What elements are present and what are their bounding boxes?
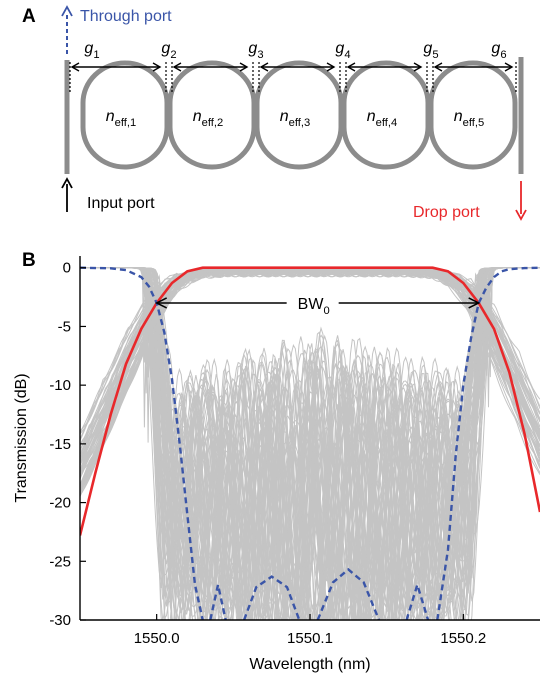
ring-2 [167, 60, 257, 170]
through-port-response-segment [242, 575, 301, 620]
gap-3-label: g3 [248, 40, 263, 61]
ring-5-index-label-subscript: eff,5 [463, 117, 485, 129]
y-tick-label: -20 [49, 495, 71, 512]
through-port-response-segment [405, 580, 430, 620]
gap-5-label-subscript: 5 [432, 49, 438, 61]
ring-1-index-label-subscript: eff,1 [115, 117, 137, 129]
y-tick-label: -25 [49, 553, 71, 570]
gap-6-label-base: g [491, 40, 500, 57]
ring-3-index-label-subscript: eff,3 [289, 117, 311, 129]
through-port-label: Through port [80, 8, 172, 25]
y-tick-label: -5 [58, 318, 71, 335]
gap-2-label-base: g [161, 40, 170, 57]
gap-span-arrow-1-left-head [70, 62, 80, 72]
main-series [80, 266, 540, 620]
bw0-label: BW0 [298, 296, 330, 317]
ring-5 [428, 60, 518, 170]
through-port-response-segment [436, 266, 540, 620]
gap-3-label-base: g [248, 40, 257, 57]
y-tick-label: -15 [49, 436, 71, 453]
drop-port-label: Drop port [413, 204, 480, 221]
panel-b-label: B [22, 250, 36, 271]
ring-resonators: neff,1 neff,2 neff,3 neff,4 neff,5 [80, 60, 518, 170]
ring-3 [254, 60, 344, 170]
ring-4-index-label: neff,4 [367, 108, 397, 129]
input-port-arrowhead [61, 177, 73, 189]
y-axis-label: Transmission (dB) [13, 373, 30, 502]
gap-span-arrow-4-right-head [413, 62, 423, 72]
coupling-gaps: g1 g2 g3 g4 g5 g6 [69, 40, 517, 92]
bw0-left-arrowhead [154, 297, 168, 309]
through-variation-curve [80, 267, 540, 620]
gap-5-label: g5 [423, 40, 438, 61]
ring-4 [341, 60, 431, 170]
ring-4-index-label-base: n [367, 108, 376, 125]
through-variation-curve [80, 267, 540, 620]
bw0-annotation: BW0 [154, 296, 481, 317]
panel-a: A Through port neff,1 neff,2 neff,3 neff,4 n… [22, 5, 527, 221]
through-variation-curve [80, 267, 540, 620]
ring-5-index-label-base: n [454, 108, 463, 125]
ring-1 [80, 60, 170, 170]
through-port-response-segment [80, 266, 204, 620]
gap-5-label-base: g [423, 40, 432, 57]
input-port-label: Input port [87, 195, 155, 212]
bw0-right-arrowhead [468, 297, 481, 309]
ring-2-index-label-subscript: eff,2 [202, 117, 224, 129]
x-tick-label: 1550.2 [440, 630, 486, 647]
x-tick-label: 1550.0 [134, 630, 180, 647]
gap-1-label-base: g [84, 40, 93, 57]
drop-port-arrowhead [515, 209, 527, 221]
gap-4-label: g4 [335, 40, 350, 61]
ring-2-index-label-base: n [193, 108, 202, 125]
gap-span-arrow-1-right-head [152, 62, 162, 72]
y-tick-label: 0 [63, 260, 71, 277]
gap-span-arrow-2-left-head [172, 62, 182, 72]
ring-3-index-label-base: n [280, 108, 289, 125]
gap-3-label-subscript: 3 [257, 49, 263, 61]
x-ticks: 1550.0 1550.1 1550.2 [134, 614, 486, 647]
bw0-label-subscript: 0 [323, 305, 329, 317]
y-tick-label: -30 [49, 612, 71, 629]
ring-1-index-label-base: n [106, 108, 115, 125]
panel-b: B 0-5-10-15-20-25-30 1550.0 1550.1 1550.2 … [13, 250, 540, 673]
gap-span-arrow-4-left-head [346, 62, 356, 72]
y-ticks: 0 -5 -10 -15 -20 -25 -30 [49, 260, 86, 629]
gap-span-arrow-5-right-head [504, 62, 514, 72]
gap-span-arrow-3-left-head [259, 62, 269, 72]
gap-4-label-subscript: 4 [344, 49, 350, 61]
ring-2-index-label: neff,2 [193, 108, 223, 129]
ring-4-index-label-subscript: eff,4 [376, 117, 398, 129]
x-axis-label: Wavelength (nm) [249, 656, 370, 673]
panel-a-label: A [22, 6, 36, 27]
gap-1-label: g1 [84, 40, 99, 61]
bw0-label-base: BW [298, 296, 325, 313]
gap-2-label-subscript: 2 [170, 49, 176, 61]
gap-span-arrow-3-right-head [326, 62, 336, 72]
gap-6-label-subscript: 6 [500, 49, 506, 61]
gap-span-arrow-2-right-head [239, 62, 249, 72]
gap-2-label: g2 [161, 40, 176, 61]
y-tick-label: -10 [49, 377, 71, 394]
x-tick-label: 1550.1 [287, 630, 333, 647]
gap-4-label-base: g [335, 40, 344, 57]
ring-5-index-label: neff,5 [454, 108, 484, 129]
through-port-response-segment [316, 567, 381, 620]
through-variation-curve [80, 267, 540, 620]
through-port-response-segment [209, 584, 227, 620]
through-variation-curve [80, 267, 540, 612]
gap-6-label: g6 [491, 40, 506, 61]
variation-curves [80, 266, 540, 620]
through-port-arrowhead [61, 5, 73, 17]
gap-1-label-subscript: 1 [93, 49, 99, 61]
ring-1-index-label: neff,1 [106, 108, 136, 129]
ring-3-index-label: neff,3 [280, 108, 310, 129]
drop-port-response-line [80, 266, 540, 536]
through-variation-curve [80, 267, 540, 620]
gap-span-arrow-5-left-head [433, 62, 443, 72]
